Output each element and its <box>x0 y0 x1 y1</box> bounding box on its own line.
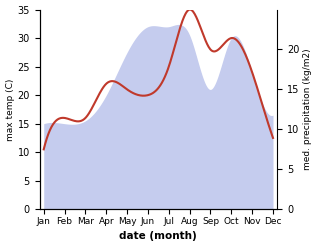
Y-axis label: med. precipitation (kg/m2): med. precipitation (kg/m2) <box>303 49 313 170</box>
Y-axis label: max temp (C): max temp (C) <box>5 78 15 141</box>
X-axis label: date (month): date (month) <box>120 231 197 242</box>
